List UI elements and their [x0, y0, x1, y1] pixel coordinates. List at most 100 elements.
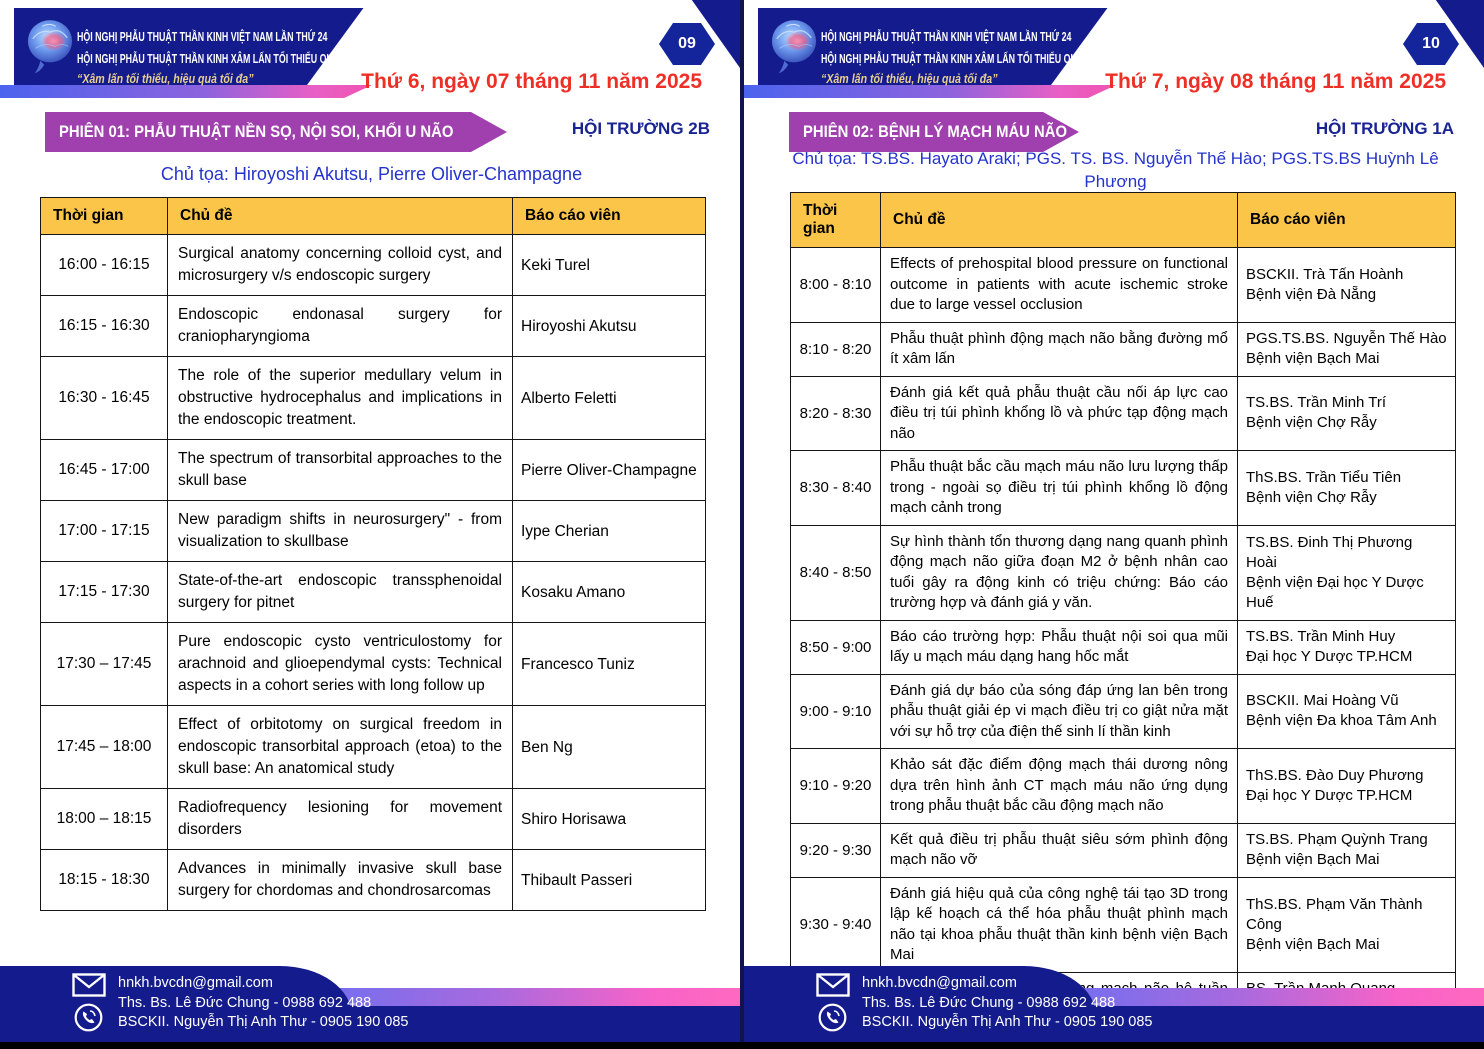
table-header-row: Thời gian Chủ đề Báo cáo viên	[40, 197, 706, 235]
speaker-name: ThS.BS. Phạm Văn Thành Công	[1246, 895, 1423, 933]
session-topic: Đánh giá hiệu quả của công nghệ tái tạo …	[880, 876, 1238, 973]
conference-title-2: HỘI NGHỊ PHẪU THUẬT THẦN KINH XÂM LẤN TỐ…	[77, 51, 410, 66]
session-time: 17:15 - 17:30	[40, 561, 168, 623]
table-row: 8:40 - 8:50 Sự hình thành tổn thương dạn…	[790, 524, 1456, 621]
session-time: 17:30 – 17:45	[40, 622, 168, 706]
speaker-name: BSCKII. Trà Tấn Hoành	[1246, 265, 1404, 283]
header-gradient-strip	[744, 85, 1116, 98]
session-speaker: Francesco Tuniz	[512, 622, 706, 706]
session-speaker: TS.BS. Phạm Quỳnh Trang Bệnh viện Bạch M…	[1237, 822, 1456, 878]
email-icon	[816, 973, 850, 997]
speaker-name: TS.BS. Đinh Thị Phương Hoài	[1246, 533, 1413, 571]
session-topic: Pure endoscopic cysto ventriculostomy fo…	[167, 622, 513, 706]
session-speaker: Kosaku Amano	[512, 561, 706, 623]
phone-icon	[818, 1003, 847, 1032]
speaker-name: ThS.BS. Đào Duy Phương	[1246, 766, 1424, 784]
session-time: 16:45 - 17:00	[40, 439, 168, 501]
session-time: 17:45 – 18:00	[40, 705, 168, 789]
session-topic: Phẫu thuật bắc cầu mạch máu não lưu lượn…	[880, 450, 1238, 526]
session-time: 16:30 - 16:45	[40, 356, 168, 440]
table-row: 16:45 - 17:00 The spectrum of transorbit…	[40, 439, 706, 501]
table-row: 9:30 - 9:40 Đánh giá hiệu quả của công n…	[790, 876, 1456, 973]
session-speaker: Hiroyoshi Akutsu	[512, 295, 706, 357]
table-row: 8:10 - 8:20 Phẫu thuật phình động mạch n…	[790, 321, 1456, 377]
table-row: 18:00 – 18:15 Radiofrequency lesioning f…	[40, 788, 706, 850]
page-number-badge: 10	[1403, 23, 1459, 65]
speaker-name: TS.BS. Trần Minh Trí	[1246, 394, 1387, 412]
session-topic: Effect of orbitotomy on surgical freedom…	[167, 705, 513, 789]
session-time: 8:50 - 9:00	[790, 619, 881, 675]
session-speaker: TS.BS. Trần Minh Huy Đại học Y Dược TP.H…	[1237, 619, 1456, 675]
page-number-badge: 09	[659, 23, 715, 65]
conference-titles: HỘI NGHỊ PHẪU THUẬT THẦN KINH VIỆT NAM L…	[77, 26, 566, 86]
email-icon	[72, 973, 106, 997]
footer-email: hnkh.bvcdn@gmail.com	[862, 975, 1017, 991]
speaker-affiliation: Bệnh viện Đại học Y Dược Huế	[1246, 573, 1424, 611]
conference-title-1: HỘI NGHỊ PHẪU THUẬT THẦN KINH VIỆT NAM L…	[77, 29, 328, 44]
table-row: 17:30 – 17:45 Pure endoscopic cysto vent…	[40, 622, 706, 706]
session-speaker: ThS.BS. Trần Tiểu Tiên Bệnh viện Chợ Rẫy	[1237, 450, 1456, 526]
speaker-affiliation: Bệnh viện Chợ Rẫy	[1246, 488, 1377, 506]
session-topic: Kết quả điều trị phẫu thuật siêu sớm phì…	[880, 822, 1238, 878]
session-time: 18:00 – 18:15	[40, 788, 168, 850]
session-time: 16:15 - 16:30	[40, 295, 168, 357]
session-topic: Khảo sát đặc điểm động mạch thái dương n…	[880, 748, 1238, 824]
table-row: 16:00 - 16:15 Surgical anatomy concernin…	[40, 234, 706, 296]
footer-phone-1: Ths. Bs. Lê Đức Chung - 0988 692 488	[118, 995, 372, 1011]
table-row: 17:00 - 17:15 New paradigm shifts in neu…	[40, 500, 706, 562]
session-topic: Radiofrequency lesioning for movement di…	[167, 788, 513, 850]
session-time: 9:20 - 9:30	[790, 822, 881, 878]
session-topic: Sự hình thành tổn thương dạng nang quanh…	[880, 524, 1238, 621]
brain-logo-icon	[771, 20, 817, 74]
session-topic: The spectrum of transorbital approaches …	[167, 439, 513, 501]
footer-phone-1: Ths. Bs. Lê Đức Chung - 0988 692 488	[862, 995, 1116, 1011]
session-speaker: TS.BS. Trần Minh Trí Bệnh viện Chợ Rẫy	[1237, 375, 1456, 451]
footer-bar	[744, 1006, 1484, 1042]
speaker-affiliation: Bệnh viện Bạch Mai	[1246, 350, 1380, 367]
session-speaker: ThS.BS. Đào Duy Phương Đại học Y Dược TP…	[1237, 748, 1456, 824]
column-header-topic: Chủ đề	[167, 197, 513, 235]
speaker-name: ThS.BS. Trần Tiểu Tiên	[1246, 468, 1402, 486]
bottom-black-bar	[0, 1042, 1484, 1049]
session-topic: Đánh giá dự báo của sóng đáp ứng lan bên…	[880, 673, 1238, 749]
session-speaker: BSCKII. Trà Tấn Hoành Bệnh viện Đà Nẵng	[1237, 247, 1456, 323]
session-speaker: Alberto Feletti	[512, 356, 706, 440]
session-time: 9:30 - 9:40	[790, 876, 881, 973]
session-speaker: BSCKII. Mai Hoàng Vũ Bệnh viện Đa khoa T…	[1237, 673, 1456, 749]
table-row: 16:30 - 16:45 The role of the superior m…	[40, 356, 706, 440]
session-date: Thứ 6, ngày 07 tháng 11 năm 2025	[361, 70, 702, 93]
session-topic: New paradigm shifts in neurosurgery" - f…	[167, 500, 513, 562]
session-title-banner: PHIÊN 01: PHẪU THUẬT NỀN SỌ, NỘI SOI, KH…	[45, 112, 507, 152]
session-time: 8:20 - 8:30	[790, 375, 881, 451]
speaker-name: BSCKII. Mai Hoàng Vũ	[1246, 692, 1399, 710]
session-time: 9:00 - 9:10	[790, 673, 881, 749]
footer-email: hnkh.bvcdn@gmail.com	[118, 975, 273, 991]
speaker-affiliation: Đại học Y Dược TP.HCM	[1246, 786, 1413, 804]
conference-titles: HỘI NGHỊ PHẪU THUẬT THẦN KINH VIỆT NAM L…	[821, 26, 1310, 86]
session-speaker: PGS.TS.BS. Nguyễn Thế Hào Bệnh viện Bạch…	[1237, 321, 1456, 377]
session-time: 18:15 - 18:30	[40, 849, 168, 911]
column-header-topic: Chủ đề	[880, 192, 1238, 248]
table-row: 9:20 - 9:30 Kết quả điều trị phẫu thuật …	[790, 822, 1456, 878]
footer-bar	[0, 1006, 740, 1042]
chairs-line: Chủ tọa: TS.BS. Hayato Araki; PGS. TS. B…	[792, 149, 1439, 191]
table-header-row: Thời gian Chủ đề Báo cáo viên	[790, 192, 1456, 248]
header-gradient-strip	[0, 85, 372, 98]
session-time: 8:40 - 8:50	[790, 524, 881, 621]
session-speaker: Thibault Passeri	[512, 849, 706, 911]
column-header-speaker: Báo cáo viên	[1237, 192, 1456, 248]
conference-title-2: HỘI NGHỊ PHẪU THUẬT THẦN KINH XÂM LẤN TỐ…	[821, 51, 1154, 66]
session-topic: Advances in minimally invasive skull bas…	[167, 849, 513, 911]
session-speaker: Ben Ng	[512, 705, 706, 789]
session-time: 8:30 - 8:40	[790, 450, 881, 526]
phone-icon	[74, 1003, 103, 1032]
schedule-table: Thời gian Chủ đề Báo cáo viên 8:00 - 8:1…	[790, 192, 1456, 1027]
session-time: 8:10 - 8:20	[790, 321, 881, 377]
program-page-left: HỘI NGHỊ PHẪU THUẬT THẦN KINH VIỆT NAM L…	[0, 0, 740, 1042]
session-topic: State-of-the-art endoscopic transsphenoi…	[167, 561, 513, 623]
table-row: 17:45 – 18:00 Effect of orbitotomy on su…	[40, 705, 706, 789]
speaker-affiliation: Bệnh viện Bạch Mai	[1246, 851, 1380, 868]
session-date: Thứ 7, ngày 08 tháng 11 năm 2025	[1105, 70, 1446, 93]
chairs-line: Chủ tọa: Hiroyoshi Akutsu, Pierre Oliver…	[160, 164, 583, 184]
conference-tagline: “Xâm lấn tối thiểu, hiệu quả tối đa”	[821, 72, 998, 86]
